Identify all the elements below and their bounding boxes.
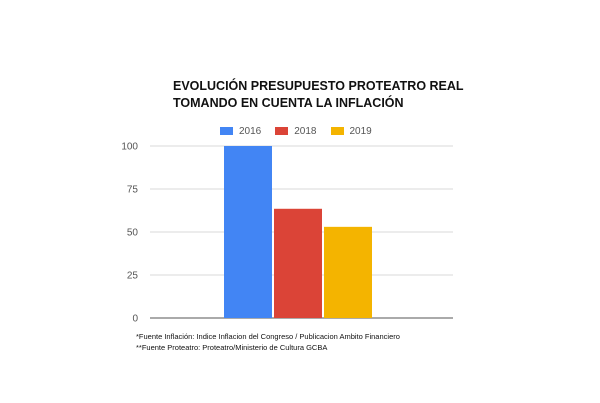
- chart-title: EVOLUCIÓN PRESUPUESTO PROTEATRO REAL: [173, 79, 464, 93]
- legend-label-2016: 2016: [239, 125, 262, 137]
- y-tick-label-50: 50: [127, 228, 139, 239]
- legend-item-2019: 2019: [330, 125, 372, 137]
- footnote-proteatro-source: **Fuente Proteatro: Proteatro/Ministerio…: [136, 343, 328, 352]
- legend-swatch-2016: [220, 127, 233, 135]
- bar-2016: [224, 146, 272, 318]
- legend-label-2018: 2018: [294, 125, 317, 137]
- y-tick-label-75: 75: [127, 185, 139, 196]
- bar-2019: [324, 226, 372, 318]
- footnotes: *Fuente Inflación: Indice Inflacion del …: [136, 331, 400, 353]
- chart-title-block: EVOLUCIÓN PRESUPUESTO PROTEATRO REAL TOM…: [173, 78, 464, 112]
- chart-legend: 2016 2018 2019: [220, 124, 386, 138]
- bar-2018: [274, 208, 322, 318]
- legend-label-2019: 2019: [349, 125, 372, 137]
- chart-subtitle: TOMANDO EN CUENTA LA INFLACIÓN: [173, 96, 404, 110]
- y-tick-label-25: 25: [127, 271, 139, 282]
- legend-item-2016: 2016: [220, 126, 261, 137]
- legend-item-2018: 2018: [275, 125, 317, 137]
- legend-swatch-2019: [330, 127, 344, 135]
- y-tick-label-0: 0: [132, 314, 138, 325]
- legend-swatch-2018: [275, 127, 289, 135]
- y-tick-label-100: 100: [121, 142, 138, 153]
- footnote-inflation-source: *Fuente Inflación: Indice Inflacion del …: [136, 332, 400, 341]
